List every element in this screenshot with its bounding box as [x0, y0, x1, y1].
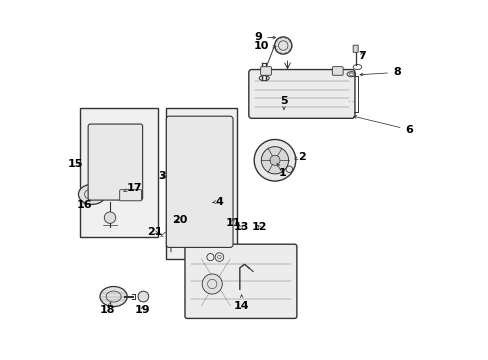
Bar — [165, 108, 237, 259]
Circle shape — [269, 155, 280, 165]
Text: 13: 13 — [233, 222, 248, 232]
Text: 18: 18 — [100, 302, 115, 315]
Circle shape — [216, 229, 226, 239]
FancyBboxPatch shape — [352, 45, 357, 52]
FancyBboxPatch shape — [260, 67, 271, 75]
Circle shape — [261, 147, 288, 174]
Text: 3: 3 — [158, 171, 165, 181]
Text: 14: 14 — [233, 295, 249, 311]
FancyBboxPatch shape — [332, 67, 343, 75]
Text: 15: 15 — [67, 159, 82, 169]
Text: 1: 1 — [277, 163, 285, 178]
Bar — [80, 108, 158, 237]
Text: 12: 12 — [252, 222, 267, 232]
Circle shape — [104, 212, 116, 224]
Text: 4: 4 — [212, 197, 223, 207]
Text: 10: 10 — [253, 41, 275, 50]
Circle shape — [181, 204, 218, 242]
Text: 16: 16 — [77, 200, 93, 210]
Text: 2: 2 — [294, 152, 305, 162]
FancyBboxPatch shape — [184, 244, 296, 319]
Ellipse shape — [78, 184, 105, 204]
Circle shape — [254, 139, 295, 181]
Ellipse shape — [100, 287, 127, 307]
Text: 11: 11 — [225, 218, 240, 228]
FancyBboxPatch shape — [88, 124, 142, 200]
FancyBboxPatch shape — [248, 69, 354, 118]
Circle shape — [274, 37, 291, 54]
Text: 5: 5 — [280, 96, 287, 109]
Text: 6: 6 — [353, 116, 412, 135]
Text: 17: 17 — [123, 183, 142, 193]
FancyBboxPatch shape — [166, 116, 233, 247]
Circle shape — [138, 291, 148, 302]
Circle shape — [202, 274, 222, 294]
Text: 19: 19 — [134, 305, 150, 315]
Text: 20: 20 — [172, 215, 187, 225]
Circle shape — [188, 143, 211, 166]
FancyBboxPatch shape — [120, 190, 142, 201]
Text: 21: 21 — [147, 227, 163, 237]
Text: 9: 9 — [254, 32, 275, 42]
Text: 8: 8 — [359, 67, 400, 77]
Text: 7: 7 — [358, 51, 365, 61]
Circle shape — [96, 147, 123, 174]
